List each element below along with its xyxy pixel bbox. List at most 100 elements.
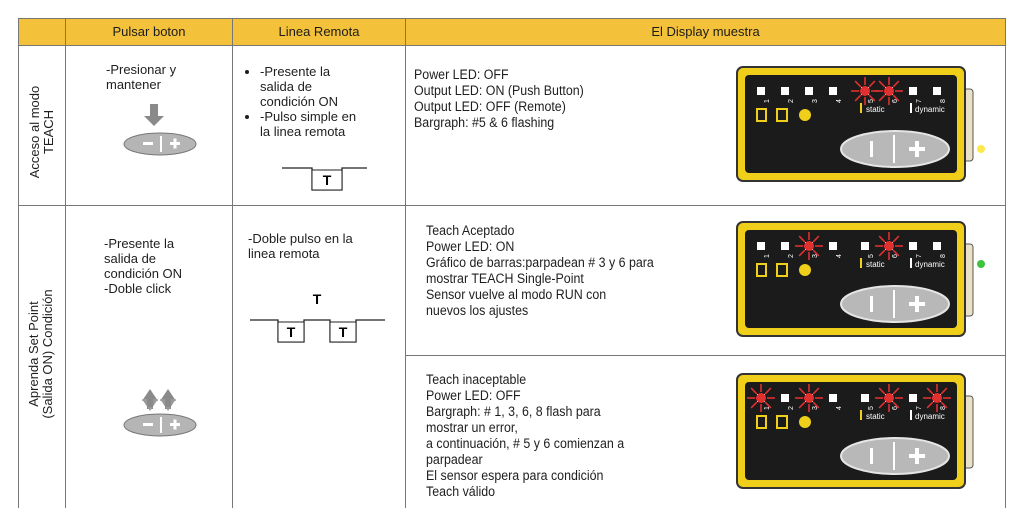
button-minus (870, 141, 873, 157)
static-label: static (866, 412, 885, 421)
bar-digit: 4 (836, 254, 843, 258)
text-line: condición ON (104, 266, 183, 281)
bar-digit: 7 (916, 406, 923, 410)
border (65, 18, 66, 508)
bar-digit: 6 (892, 99, 899, 103)
flash-ray (940, 387, 948, 395)
border (18, 205, 1005, 206)
icon (756, 108, 767, 122)
bar-digit: 8 (940, 406, 947, 410)
bar-digit: 7 (916, 99, 923, 103)
text-line: salida de (104, 251, 157, 266)
bar-digit: 2 (788, 406, 795, 410)
flash-ray (926, 387, 934, 395)
text-line: Teach inaceptable (426, 372, 527, 387)
text-line: Teach válido (426, 484, 496, 499)
divider (910, 103, 912, 113)
header-cell: El Display muestra (406, 18, 1005, 45)
pulse-diagram: T T T (250, 291, 385, 343)
flash-ray (764, 401, 772, 409)
flash-led (884, 241, 894, 251)
flash-ray (750, 387, 758, 395)
border (232, 18, 233, 508)
flash-led (860, 86, 870, 96)
remote-text: -Doble pulso en la linea remota (248, 231, 353, 261)
bar-digit: 7 (916, 254, 923, 258)
text-line: Aprenda Set Point (26, 301, 41, 407)
bar-led (757, 87, 765, 95)
dynamic-label: dynamic (915, 105, 945, 114)
text-line: mostrar TEACH Single-Point (426, 271, 584, 286)
bar-digit: 3 (812, 99, 819, 103)
output-led (977, 145, 985, 153)
flash-ray (878, 235, 886, 243)
bar-led (805, 87, 813, 95)
bar-led (861, 242, 869, 250)
bar-digit: 2 (788, 99, 795, 103)
text-line: Output LED: ON (Push Button) (414, 83, 584, 98)
flash-ray (878, 249, 886, 257)
flash-ray (868, 80, 876, 88)
bar-digit: 1 (764, 406, 771, 410)
pulse-label: T (339, 324, 348, 340)
flash-ray (892, 94, 900, 102)
border (18, 18, 19, 508)
flash-ray (812, 387, 820, 395)
divider (910, 410, 912, 420)
bar-digit: 5 (868, 254, 875, 258)
bar-digit: 1 (764, 254, 771, 258)
border (18, 45, 1005, 46)
text-line: Bargraph: # 1, 3, 6, 8 flash para (426, 404, 601, 419)
flash-ray (892, 80, 900, 88)
flash-ray (798, 249, 806, 257)
device: 1 2 3 4 5 6 7 8 static dynamic (736, 373, 974, 489)
text-line: -Presente la (104, 236, 175, 251)
flash-led (804, 241, 814, 251)
button-icon (123, 389, 197, 437)
border (1005, 18, 1006, 508)
flash-ray (750, 401, 758, 409)
text-line: (Salida ON) Condición (40, 289, 55, 419)
text-line: -Doble pulso en la (248, 231, 353, 246)
flash-ray (812, 401, 820, 409)
text-line: Output LED: OFF (Remote) (414, 99, 566, 114)
display-text: Teach Aceptado Power LED: ON Gráfico de ba… (426, 223, 654, 319)
bar-led (909, 394, 917, 402)
divider (860, 258, 862, 268)
flash-led (804, 393, 814, 403)
flash-ray (892, 249, 900, 257)
text-line: -Presionar y (106, 62, 177, 77)
button-minus (870, 448, 873, 464)
pulse-label: T (313, 291, 322, 307)
flash-ray (892, 387, 900, 395)
flash-ray (892, 401, 900, 409)
bar-digit: 6 (892, 254, 899, 258)
flash-ray (854, 94, 862, 102)
header-cell: Linea Remota (233, 18, 405, 45)
text-line: nuevos los ajustes (426, 303, 529, 318)
text-line: mantener (106, 77, 161, 92)
pulse-label: T (287, 324, 296, 340)
text-line: salida de (260, 79, 313, 94)
pulse-diagram: T (282, 167, 367, 191)
flash-ray (878, 80, 886, 88)
text-line: Teach Aceptado (426, 223, 515, 238)
bar-digit: 4 (836, 99, 843, 103)
row-label: Acceso al modo TEACH (27, 52, 56, 212)
border (18, 18, 1005, 19)
static-label: static (866, 260, 885, 269)
bar-led (829, 242, 837, 250)
flash-led (884, 86, 894, 96)
flash-ray (940, 401, 948, 409)
bar-digit: 5 (868, 406, 875, 410)
device: 1 2 3 4 5 6 7 8 static dynamic (736, 66, 985, 182)
button-text: -Presionar y mantener (106, 62, 176, 92)
flash-ray (926, 401, 934, 409)
bar-digit: 3 (812, 406, 819, 410)
pulse-label: T (323, 172, 332, 188)
bar-digit: 5 (868, 99, 875, 103)
text-line: condición ON (260, 94, 339, 109)
device: 1 2 3 4 5 6 7 8 static dynamic (736, 221, 985, 337)
border (405, 355, 1005, 356)
